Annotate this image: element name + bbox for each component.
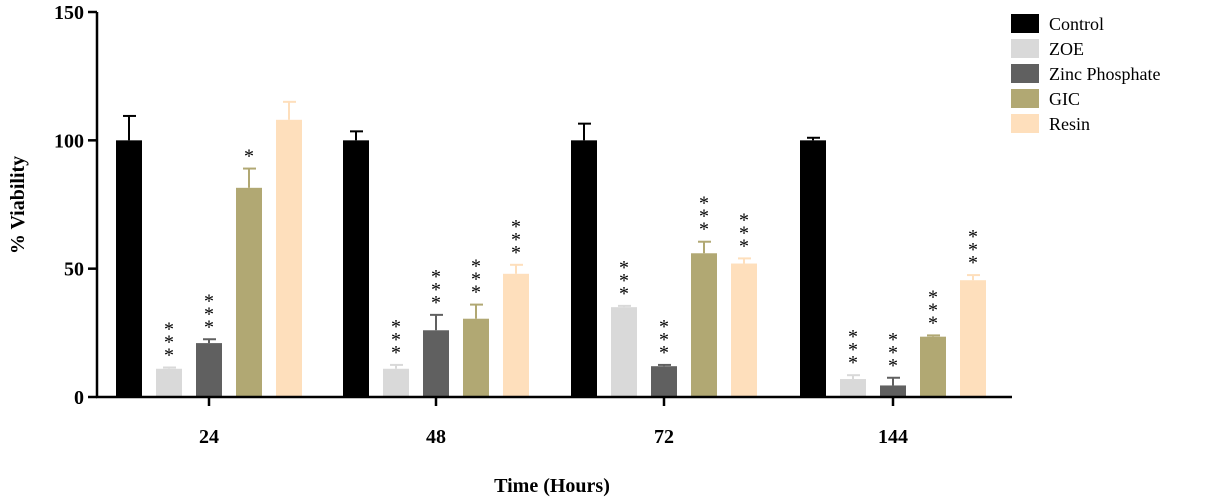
significance-star: * bbox=[619, 270, 629, 292]
significance-star: * bbox=[204, 290, 214, 312]
bar bbox=[276, 119, 302, 398]
legend-swatch bbox=[1011, 14, 1039, 33]
significance-star: * bbox=[431, 266, 441, 288]
bar bbox=[611, 307, 637, 397]
bar bbox=[423, 330, 449, 397]
significance-star: * bbox=[431, 279, 441, 301]
bar bbox=[571, 140, 597, 398]
significance-star: * bbox=[848, 339, 858, 361]
legend-label: ZOE bbox=[1049, 39, 1084, 59]
legend-swatch bbox=[1011, 39, 1039, 58]
significance-star: * bbox=[888, 329, 898, 351]
significance-star: * bbox=[739, 222, 749, 244]
significance-star: * bbox=[968, 239, 978, 261]
significance-star: * bbox=[164, 344, 174, 366]
bar bbox=[651, 366, 677, 397]
y-axis-title: % Viability bbox=[7, 156, 29, 254]
bar bbox=[880, 385, 906, 397]
bar bbox=[731, 263, 757, 397]
legend-swatch bbox=[1011, 89, 1039, 108]
significance-star: * bbox=[511, 242, 521, 264]
x-tick-label: 48 bbox=[426, 426, 446, 448]
significance-star: * bbox=[471, 282, 481, 304]
significance-star: * bbox=[848, 326, 858, 348]
significance-star: * bbox=[659, 316, 669, 338]
significance-star: * bbox=[739, 209, 749, 231]
significance-star: * bbox=[619, 283, 629, 305]
bar bbox=[920, 336, 946, 397]
bar bbox=[343, 140, 369, 398]
y-tick-label: 150 bbox=[54, 2, 84, 24]
significance-star: * bbox=[619, 257, 629, 279]
significance-star: * bbox=[391, 316, 401, 338]
significance-star: * bbox=[928, 286, 938, 308]
legend-swatch bbox=[1011, 114, 1039, 133]
significance-star: * bbox=[164, 318, 174, 340]
bar bbox=[116, 140, 142, 398]
significance-star: * bbox=[928, 312, 938, 334]
significance-star: * bbox=[244, 146, 254, 168]
legend-label: Resin bbox=[1049, 114, 1090, 134]
significance-star: * bbox=[659, 329, 669, 351]
significance-star: * bbox=[431, 292, 441, 314]
significance-star: * bbox=[968, 226, 978, 248]
significance-star: * bbox=[928, 299, 938, 321]
x-ticks: 24 48 72 144 bbox=[199, 397, 908, 448]
bar bbox=[840, 379, 866, 397]
significance-star: * bbox=[699, 206, 709, 228]
significance-star: * bbox=[511, 216, 521, 238]
significance-star: * bbox=[848, 352, 858, 374]
significance-star: * bbox=[888, 342, 898, 364]
significance-star: * bbox=[739, 235, 749, 257]
significance-star: * bbox=[204, 316, 214, 338]
significance-star: * bbox=[164, 331, 174, 353]
legend: Control ZOE Zinc Phosphate GIC Resin bbox=[1011, 14, 1160, 134]
y-ticks: 0 50 100 150 bbox=[54, 2, 97, 409]
significance-star: * bbox=[391, 342, 401, 364]
x-tick-label: 72 bbox=[654, 426, 674, 448]
legend-swatch bbox=[1011, 64, 1039, 83]
significance-star: * bbox=[511, 229, 521, 251]
significance-star: * bbox=[968, 252, 978, 274]
legend-label: GIC bbox=[1049, 89, 1080, 109]
bar bbox=[800, 140, 826, 398]
bar bbox=[196, 343, 222, 397]
significance-star: * bbox=[471, 256, 481, 278]
bar bbox=[383, 368, 409, 397]
legend-label: Control bbox=[1049, 14, 1104, 34]
y-tick-label: 100 bbox=[54, 130, 84, 152]
bar bbox=[503, 273, 529, 397]
bar bbox=[691, 253, 717, 397]
significance-star: * bbox=[699, 219, 709, 241]
x-tick-label: 24 bbox=[199, 426, 219, 448]
significance-star: * bbox=[699, 193, 709, 215]
legend-label: Zinc Phosphate bbox=[1049, 64, 1160, 84]
bar bbox=[960, 280, 986, 397]
bar bbox=[463, 318, 489, 397]
y-tick-label: 0 bbox=[74, 387, 84, 409]
significance-star: * bbox=[471, 269, 481, 291]
x-axis-title: Time (Hours) bbox=[494, 475, 610, 497]
significance-star: * bbox=[888, 355, 898, 377]
x-tick-label: 144 bbox=[878, 426, 908, 448]
significance-star: * bbox=[391, 329, 401, 351]
bar bbox=[236, 187, 262, 397]
bar bbox=[156, 368, 182, 397]
significance-star: * bbox=[204, 303, 214, 325]
axes bbox=[95, 12, 1012, 399]
bar-group: **************************** ************… bbox=[116, 100, 986, 398]
y-tick-label: 50 bbox=[64, 259, 84, 281]
significance-star: * bbox=[659, 342, 669, 364]
